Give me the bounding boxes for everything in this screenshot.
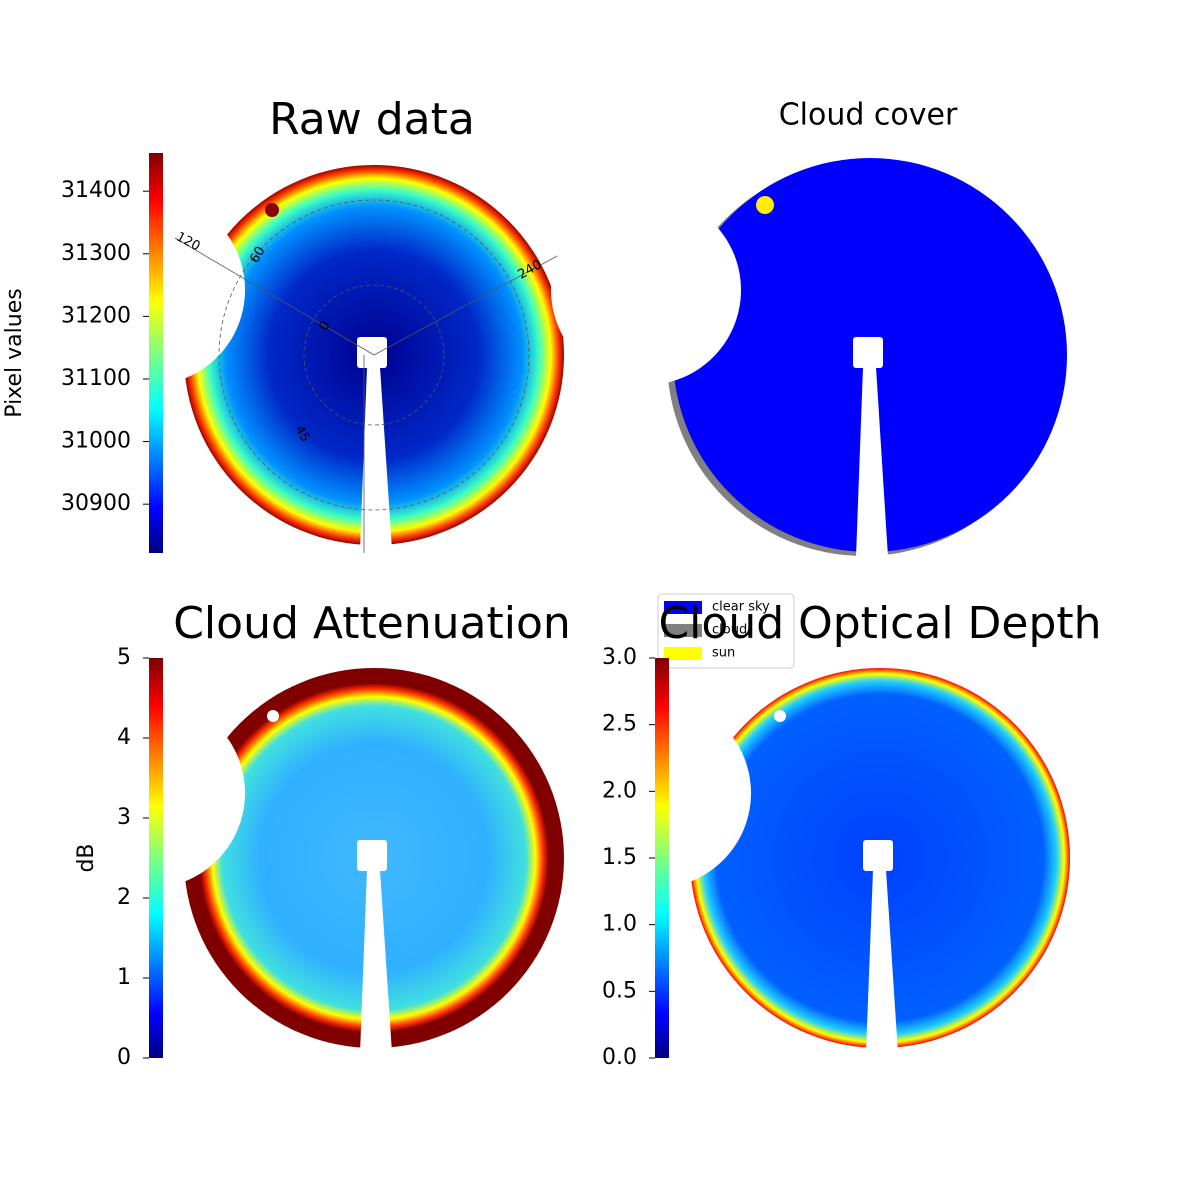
colorbar: [149, 153, 163, 553]
colorbar: [655, 658, 669, 1058]
legend-swatch: [664, 601, 702, 614]
colorbar-tick-label: 0.5: [602, 978, 637, 1003]
mast-box: [853, 337, 883, 368]
legend-label: clear sky: [712, 600, 770, 615]
colorbar-tick-label: 31100: [61, 366, 131, 391]
colorbar-label: dB: [74, 843, 99, 872]
mast-box: [357, 840, 387, 871]
colorbar-tick-label: 1.5: [602, 845, 637, 870]
colorbar-tick-label: 0: [117, 1045, 131, 1070]
colorbar-tick-label: 31400: [61, 178, 131, 203]
colorbar-tick-label: 2.5: [602, 712, 637, 737]
mast: [856, 367, 888, 557]
legend-label: cloud: [712, 623, 747, 638]
colorbar-tick-label: 5: [117, 645, 131, 670]
colorbar-tick-label: 1.0: [602, 912, 637, 937]
legend-label: sun: [712, 646, 735, 661]
polar-spoke: [174, 237, 375, 356]
horizon-mask: [551, 195, 741, 385]
colorbar-tick-label: 3.0: [602, 645, 637, 670]
mast-box: [357, 337, 387, 368]
colorbar: [149, 658, 163, 1058]
colorbar-tick-label: 3: [117, 805, 131, 830]
polar-label: 45: [291, 423, 312, 445]
polar-ring: [303, 284, 445, 426]
polar-spoke: [373, 247, 573, 356]
sun-spot: [265, 203, 279, 217]
polar-label: 60: [247, 244, 268, 266]
panel-title: Cloud Attenuation: [173, 598, 571, 649]
colorbar-tick-label: 0.0: [602, 1045, 637, 1070]
sun-spot: [774, 710, 786, 722]
colorbar-tick-label: 1: [117, 965, 131, 990]
panel-title: Cloud cover: [779, 98, 958, 133]
legend-swatch: [664, 624, 702, 637]
colorbar-tick-label: 31200: [61, 303, 131, 328]
colorbar-tick-label: 31000: [61, 429, 131, 454]
mast: [866, 870, 898, 1053]
mast: [360, 367, 392, 550]
colorbar-tick-label: 30900: [61, 491, 131, 516]
mast-box: [863, 840, 893, 871]
colorbar-tick-label: 4: [117, 725, 131, 750]
sun-spot: [267, 710, 279, 722]
colorbar-tick-label: 31300: [61, 241, 131, 266]
colorbar-tick-label: 2.0: [602, 778, 637, 803]
panel-title: Cloud Optical Depth: [658, 598, 1101, 649]
mast: [360, 870, 392, 1053]
colorbar-tick-label: 2: [117, 885, 131, 910]
panel-title: Raw data: [269, 94, 475, 145]
legend-swatch: [664, 647, 702, 660]
polar-grid: [174, 199, 573, 553]
sun-spot: [756, 196, 774, 214]
colorbar-label: Pixel values: [2, 288, 27, 417]
polar-ring: [218, 199, 530, 511]
